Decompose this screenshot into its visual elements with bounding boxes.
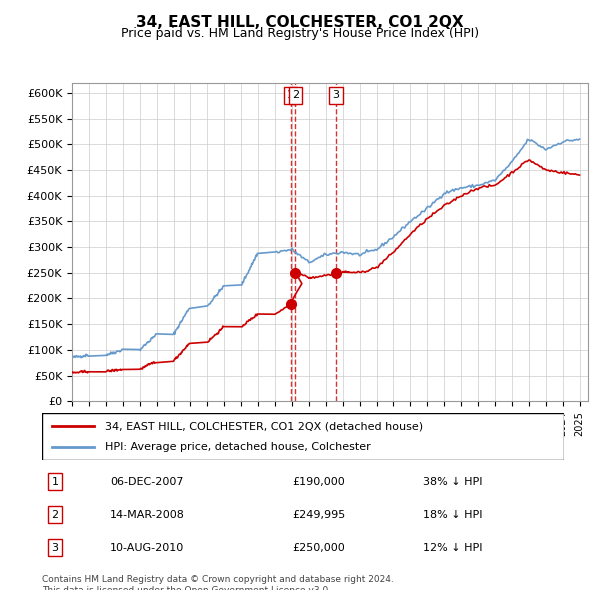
Text: 38% ↓ HPI: 38% ↓ HPI [423, 477, 482, 487]
Text: 2: 2 [52, 510, 59, 520]
Text: 14-MAR-2008: 14-MAR-2008 [110, 510, 185, 520]
Text: 2: 2 [292, 90, 299, 100]
Text: £249,995: £249,995 [293, 510, 346, 520]
Text: £190,000: £190,000 [293, 477, 346, 487]
Text: 10-AUG-2010: 10-AUG-2010 [110, 543, 184, 553]
Text: HPI: Average price, detached house, Colchester: HPI: Average price, detached house, Colc… [104, 442, 370, 452]
Text: 3: 3 [52, 543, 59, 553]
Text: 1: 1 [52, 477, 59, 487]
Text: 18% ↓ HPI: 18% ↓ HPI [423, 510, 482, 520]
Text: 3: 3 [332, 90, 340, 100]
Text: £250,000: £250,000 [293, 543, 346, 553]
Text: Contains HM Land Registry data © Crown copyright and database right 2024.
This d: Contains HM Land Registry data © Crown c… [42, 575, 394, 590]
Text: 06-DEC-2007: 06-DEC-2007 [110, 477, 184, 487]
Text: 12% ↓ HPI: 12% ↓ HPI [423, 543, 482, 553]
Text: 34, EAST HILL, COLCHESTER, CO1 2QX (detached house): 34, EAST HILL, COLCHESTER, CO1 2QX (deta… [104, 421, 423, 431]
Text: Price paid vs. HM Land Registry's House Price Index (HPI): Price paid vs. HM Land Registry's House … [121, 27, 479, 40]
Text: 34, EAST HILL, COLCHESTER, CO1 2QX: 34, EAST HILL, COLCHESTER, CO1 2QX [136, 15, 464, 30]
Text: 1: 1 [287, 90, 294, 100]
FancyBboxPatch shape [42, 413, 564, 460]
